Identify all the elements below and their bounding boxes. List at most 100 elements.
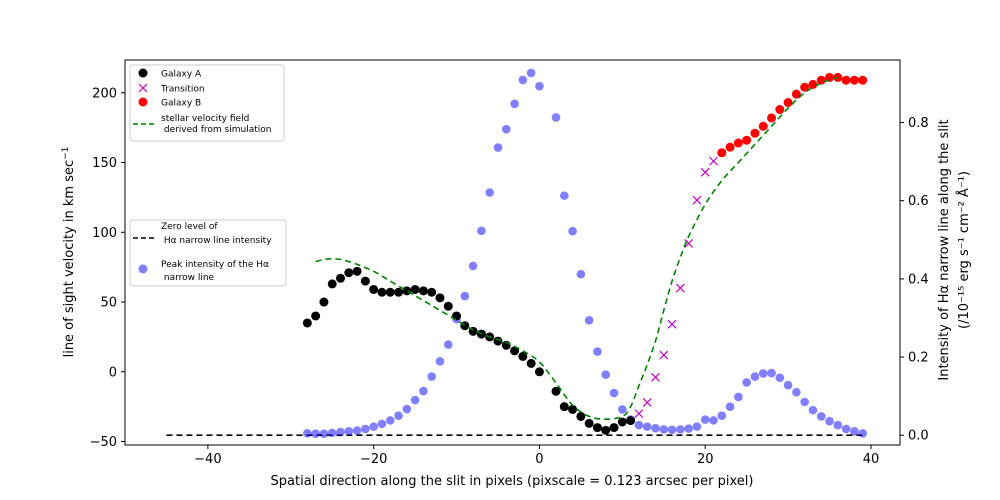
legend-stellar-label: stellar velocity field (161, 114, 249, 124)
intensity-point (493, 143, 503, 152)
galaxy-a-point (510, 346, 520, 356)
intensity-point (816, 412, 826, 421)
transition-point-stroke (642, 398, 652, 407)
intensity-point (369, 422, 378, 431)
intensity-point (568, 226, 577, 236)
intensity-point (700, 415, 710, 424)
galaxy-b-point (841, 75, 851, 85)
transition-point-stroke (692, 195, 702, 205)
galaxy-b-point (858, 75, 868, 85)
galaxy-a-point (418, 286, 428, 296)
intensity-point (352, 426, 362, 435)
intensity-point (402, 404, 412, 414)
left-y-tick-label: 100 (92, 226, 117, 241)
galaxy-b-point (725, 142, 735, 152)
galaxy-a-point (601, 425, 611, 435)
galaxy-a-point (369, 284, 379, 294)
galaxy-a-point (609, 423, 619, 433)
left-y-tick-label: 0 (109, 365, 117, 380)
galaxy-a-point (626, 416, 636, 426)
intensity-point (427, 372, 436, 381)
legend-galaxies-frame (129, 64, 285, 142)
intensity-point (303, 428, 312, 438)
legend-galaxies: Galaxy A Transition Galaxy B stellar vel… (129, 64, 285, 142)
galaxy-b-point (791, 89, 801, 99)
legend-intensity-frame (129, 219, 287, 287)
left-y-tick-label: 150 (92, 156, 117, 171)
galaxy-a-point (360, 276, 370, 286)
transition-point (684, 239, 694, 248)
x-tick-label: 0 (535, 452, 543, 467)
left-y-tick-label: 50 (100, 296, 117, 311)
intensity-point (468, 261, 478, 271)
transition-point-stroke (709, 156, 718, 166)
left-y-axis-label-text: line of sight velocity in km sec (62, 160, 77, 358)
transition-point (700, 167, 710, 177)
galaxy-a-point (534, 367, 544, 377)
transition-point-stroke (675, 283, 685, 293)
galaxy-a-point (568, 404, 578, 414)
transition-point-stroke (684, 239, 694, 248)
legend-intensity-label: Peak intensity of the Hα (161, 260, 269, 270)
intensity-point (850, 427, 859, 436)
transition-point (642, 398, 652, 407)
galaxy-b-point (800, 82, 810, 92)
intensity-point (792, 387, 801, 397)
galaxy-a-point (377, 287, 387, 297)
right-y-axis-label-line1: Intensity of Hα narrow line along the sl… (937, 119, 952, 380)
intensity-point (510, 99, 519, 109)
galaxy-a-point (385, 287, 395, 297)
legend-intensity-marker (138, 264, 148, 274)
galaxy-a-point (576, 411, 586, 421)
galaxy-a-point (526, 358, 536, 368)
intensity-point (319, 429, 329, 438)
left-y-tick-label: 200 (92, 86, 117, 101)
x-tick-label: 20 (697, 452, 714, 467)
intensity-point (560, 191, 569, 200)
galaxy-b-point (783, 98, 793, 108)
intensity-point (783, 380, 793, 390)
transition-point (651, 372, 660, 382)
transition-point (634, 409, 644, 419)
intensity-point (435, 357, 445, 366)
galaxy-a-point (319, 297, 329, 307)
intensity-point (501, 124, 511, 134)
intensity-point (800, 397, 809, 407)
intensity-point (518, 75, 528, 85)
transition-point (709, 156, 718, 166)
galaxy-b-point (816, 75, 826, 85)
intensity-point (593, 347, 602, 356)
left-y-axis-label-superscript: −1 (61, 147, 71, 160)
galaxy-b-point (767, 113, 777, 123)
intensity-point (485, 188, 495, 197)
right-y-axis: 0.0 0.2 0.4 0.6 0.8 (900, 116, 929, 444)
right-y-tick-label: 0.8 (908, 116, 929, 131)
intensity-point (750, 372, 760, 381)
galaxy-a-point (518, 351, 528, 361)
intensity-point (833, 420, 843, 430)
left-y-axis: −50 0 50 100 150 200 (90, 86, 125, 450)
intensity-point (477, 226, 486, 236)
transition-point-stroke (700, 167, 710, 177)
galaxy-a-point (559, 402, 569, 412)
intensity-point (808, 405, 818, 415)
intensity-point (758, 369, 768, 378)
intensity-point (676, 425, 685, 434)
x-axis: −40 −20 0 20 40 (194, 445, 879, 467)
plot-frame (124, 59, 901, 446)
legend-zero-level-label: Zero level of (161, 222, 218, 232)
galaxy-a-point (410, 284, 420, 294)
x-axis-label: Spatial direction along the slit in pixe… (271, 474, 754, 489)
intensity-point (618, 405, 627, 414)
right-y-tick-label: 0.2 (908, 351, 929, 366)
right-y-tick-label: 0.0 (908, 429, 929, 444)
legend-intensity: Zero level of Hα narrow line intensity P… (129, 219, 287, 287)
intensity-point (717, 411, 727, 420)
legend-galaxy-b-label: Galaxy B (161, 99, 201, 109)
intensity-point (684, 424, 693, 433)
galaxy-a-point (394, 287, 404, 297)
intensity-point (659, 425, 669, 434)
legend-stellar-label-2: derived from simulation (161, 125, 271, 135)
intensity-point (327, 428, 337, 438)
